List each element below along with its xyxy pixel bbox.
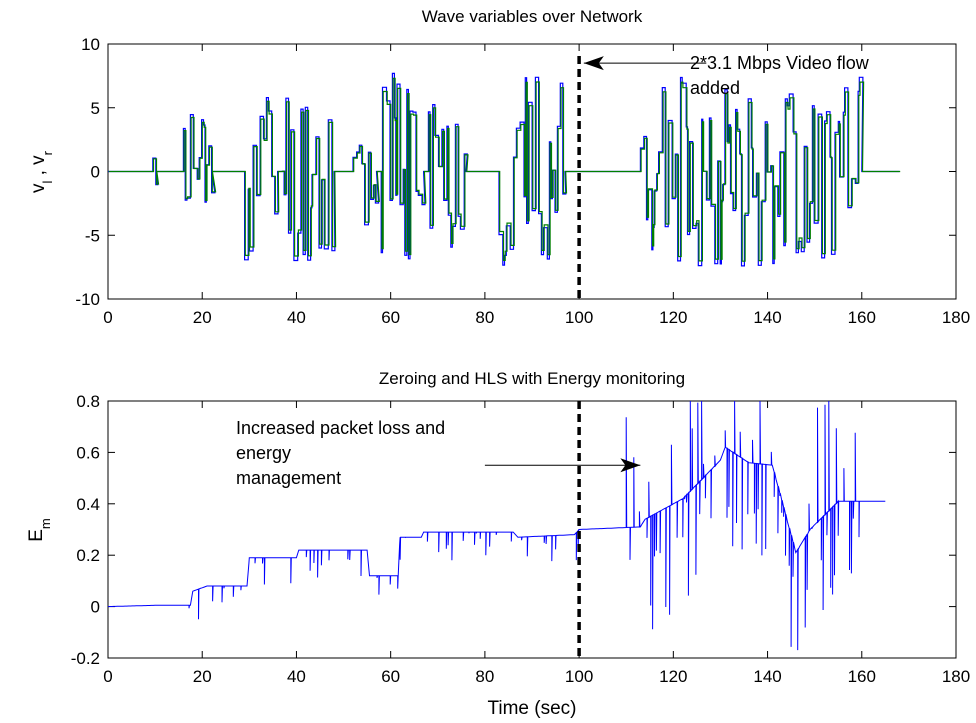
bottom-xtick-label: 120 (659, 667, 687, 686)
bottom-plot-area: 0 20 40 60 80 100 120 140 160 180-0.200.20.40.60.… (71, 392, 970, 686)
top-annotation-line-2: added (690, 78, 740, 98)
bottom-axes-box (107, 400, 957, 659)
top-ytick-label: 0 (91, 163, 100, 182)
top-ylabel: vl , vr (28, 150, 55, 193)
top-xtick-label: 180 (942, 308, 970, 327)
bottom-ytick-label: 0.6 (76, 443, 100, 462)
top-ytick-label: -10 (75, 290, 100, 309)
top-ytick-label: -5 (85, 226, 100, 245)
bottom-annotation-arrow-head (620, 458, 641, 473)
series-e-m-line (108, 401, 886, 651)
bottom-ytick-label: 0 (91, 598, 100, 617)
bottom-ylabel: Em (26, 518, 53, 542)
bottom-annotation-line-2: energy (236, 443, 291, 463)
bottom-xtick-label: 60 (381, 667, 400, 686)
top-xtick-label: 80 (475, 308, 494, 327)
top-xtick-label: 40 (287, 308, 306, 327)
bottom-annotation-line-1: Increased packet loss and (236, 418, 445, 438)
bottom-ytick-label: -0.2 (71, 649, 100, 668)
bottom-xtick-label: 140 (753, 667, 781, 686)
top-plot-area: 0 20 40 60 80 100 120 140 160 180 -10 -5 0 5 10 (75, 35, 970, 327)
top-xtick-label: 120 (659, 308, 687, 327)
top-ytick-label: 10 (81, 35, 100, 54)
bottom-xtick-label: 180 (942, 667, 970, 686)
bottom-xtick-label: 160 (848, 667, 876, 686)
bottom-ytick-label: 0.2 (76, 546, 100, 565)
top-xtick-label: 0 (103, 308, 112, 327)
bottom-annotation-line-3: management (236, 468, 341, 488)
bottom-xtick-label: 80 (475, 667, 494, 686)
top-title: Wave variables over Network (422, 7, 643, 26)
top-annotation-line-1: 2*3.1 Mbps Video flow (690, 53, 870, 73)
bottom-xtick-label: 20 (193, 667, 212, 686)
bottom-ytick-label: 0.8 (76, 392, 100, 411)
top-subplot: Wave variables over Network 0 20 40 60 80 100… (28, 7, 970, 327)
top-xtick-label: 20 (193, 308, 212, 327)
top-annotation-arrow-head (583, 56, 604, 71)
series-v-r-line (108, 77, 901, 262)
bottom-title: Zeroing and HLS with Energy monitoring (379, 369, 685, 388)
bottom-xtick-label: 40 (287, 667, 306, 686)
top-xtick-label: 140 (753, 308, 781, 327)
bottom-xlabel: Time (sec) (487, 698, 576, 719)
top-xtick-label: 100 (565, 308, 593, 327)
top-xtick-label: 60 (381, 308, 400, 327)
bottom-subplot: Zeroing and HLS with Energy monitoring 0… (26, 369, 970, 719)
top-ytick-label: 5 (91, 99, 100, 118)
top-xtick-label: 160 (848, 308, 876, 327)
bottom-xtick-label: 0 (103, 667, 112, 686)
bottom-ytick-label: 0.4 (76, 495, 100, 514)
bottom-xtick-label: 100 (565, 667, 593, 686)
